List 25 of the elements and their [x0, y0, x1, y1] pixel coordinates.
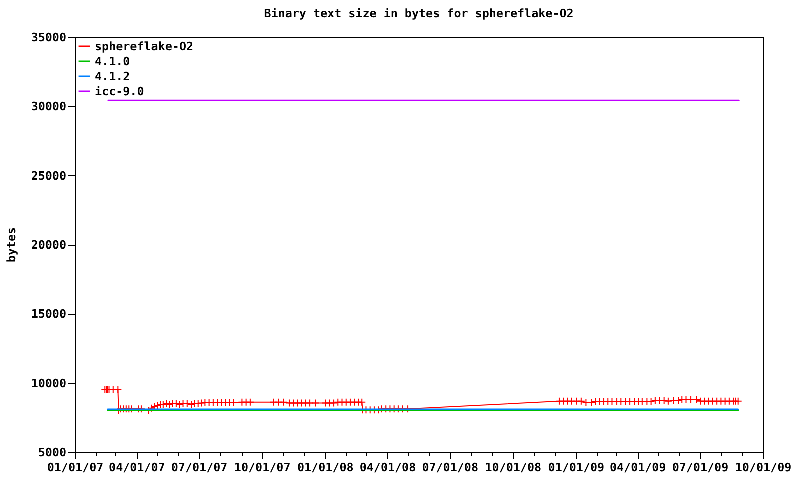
y-tick-label: 10000 [31, 376, 66, 390]
legend-label: 4.1.0 [95, 54, 130, 68]
chart-title: Binary text size in bytes for sphereflake-O2 [264, 6, 574, 20]
x-tick-label: 01/01/09 [548, 460, 605, 474]
y-tick-label: 25000 [31, 168, 66, 183]
y-tick-label: 20000 [31, 238, 66, 252]
legend-label: icc-9.0 [95, 84, 144, 98]
legend-label: sphereflake-O2 [95, 40, 194, 54]
x-tick-label: 10/01/08 [485, 460, 542, 474]
x-tick-label: 07/01/08 [422, 460, 478, 474]
y-tick-label: 15000 [31, 307, 66, 322]
x-tick-label: 07/01/07 [171, 460, 228, 474]
legend-label: 4.1.2 [95, 70, 130, 84]
x-tick-label: 10/01/07 [234, 460, 291, 474]
y-tick-label: 35000 [31, 30, 66, 44]
x-tick-label: 04/01/08 [360, 460, 416, 474]
x-tick-label: 04/01/07 [109, 460, 166, 474]
y-tick-label: 5000 [38, 446, 66, 460]
y-axis-title: bytes [4, 227, 18, 263]
x-tick-label: 04/01/09 [610, 460, 666, 474]
x-tick-label: 07/01/09 [672, 460, 729, 474]
x-tick-label: 10/01/09 [735, 460, 792, 474]
x-tick-label: 01/01/07 [47, 460, 104, 474]
x-tick-label: 01/01/08 [297, 460, 354, 474]
y-tick-label: 30000 [31, 100, 66, 114]
